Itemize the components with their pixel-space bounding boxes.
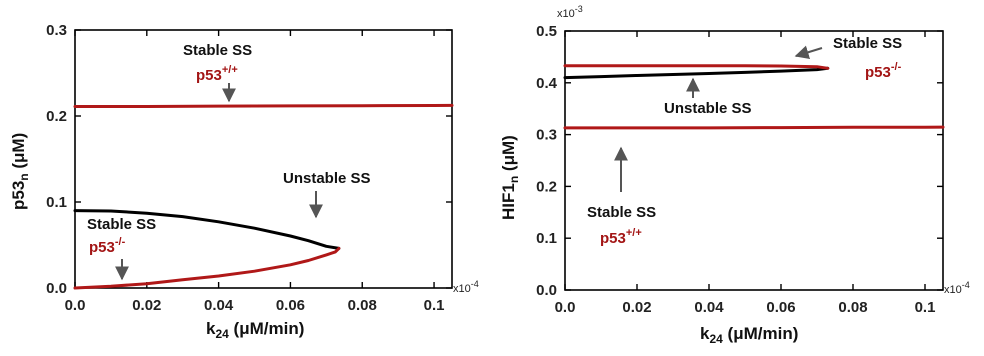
x-tick-label: 0.08 — [348, 297, 377, 314]
x-axis-label: k24 (μM/min) — [206, 319, 304, 341]
series-lines — [563, 64, 945, 130]
stable-branch-line — [73, 246, 341, 290]
annotation-stable-ss-bottom: Stable SS — [587, 204, 656, 221]
y-tick-label: 0.3 — [536, 127, 557, 144]
plot-frame — [564, 30, 944, 291]
x-ticks: 0.0 0.02 0.04 0.06 0.08 0.1 — [65, 30, 445, 314]
stable-branch-line — [563, 125, 945, 130]
y-tick-label: 0.0 — [46, 280, 67, 297]
stable-branch-line — [563, 64, 830, 70]
x-tick-label: 0.04 — [694, 299, 724, 316]
y-axis-label: HIF1n (μM) — [499, 135, 521, 220]
y-tick-label: 0.3 — [46, 22, 67, 39]
annotation-p53-wt: p53+/+ — [600, 227, 642, 247]
annotation-p53-null: p53-/- — [865, 61, 902, 81]
y-tick-label: 0.1 — [46, 194, 67, 211]
x-tick-label: 0.02 — [132, 297, 161, 314]
x-tick-label: 0.02 — [622, 299, 651, 316]
annotation-stable-ss-bottom: Stable SS — [87, 216, 156, 233]
annotation-stable-ss-top: Stable SS — [183, 42, 252, 59]
annotation-unstable-ss: Unstable SS — [283, 170, 371, 187]
x-multiplier-label: x10-4 — [453, 279, 479, 295]
x-tick-label: 0.0 — [555, 299, 576, 316]
x-ticks: 0.0 0.02 0.04 0.06 0.08 0.1 — [555, 31, 936, 316]
x-tick-label: 0.06 — [766, 299, 795, 316]
y-tick-label: 0.1 — [536, 230, 557, 247]
plot-frame — [74, 29, 453, 289]
arrow-stable-ss-top — [794, 45, 823, 59]
stable-branch-line — [73, 103, 454, 108]
y-tick-label: 0.4 — [536, 75, 558, 92]
annotation-p53-null: p53-/- — [89, 236, 126, 256]
hif1-bifurcation-chart: 0.00.10.20.30.40.5 0.0 0.02 0.04 0.06 0.08 0.… — [499, 4, 970, 346]
annotation-unstable-ss: Unstable SS — [664, 100, 752, 117]
y-tick-label: 0.0 — [536, 282, 557, 299]
y-axis-label: p53n (μM) — [9, 133, 31, 210]
x-tick-label: 0.08 — [838, 299, 867, 316]
y-tick-label: 0.5 — [536, 23, 557, 40]
annotation-stable-ss-top: Stable SS — [833, 35, 902, 52]
x-axis-label: k24 (μM/min) — [700, 324, 798, 346]
annotation-p53-wt: p53+/+ — [196, 64, 238, 84]
y-tick-label: 0.2 — [536, 178, 557, 195]
x-tick-label: 0.0 — [65, 297, 86, 314]
x-multiplier-label: x10-4 — [944, 280, 970, 296]
x-tick-label: 0.06 — [276, 297, 305, 314]
y-ticks: 0.0 0.1 0.2 0.3 0.4 0.5 — [536, 23, 943, 299]
unstable-branch-line — [563, 66, 830, 80]
x-tick-label: 0.04 — [204, 297, 234, 314]
unstable-branch-line — [73, 209, 341, 250]
y-ticks: 0.0 0.1 0.2 0.3 — [46, 22, 452, 297]
series-lines — [73, 103, 454, 290]
x-tick-label: 0.1 — [424, 297, 445, 314]
y-multiplier-label: x10-3 — [557, 4, 583, 20]
p53-bifurcation-chart: 0.0 0.1 0.2 0.3 0.0 0.02 0.04 0.06 0.08 0.1 x10-… — [9, 22, 479, 341]
y-tick-label: 0.2 — [46, 108, 67, 125]
x-tick-label: 0.1 — [915, 299, 936, 316]
